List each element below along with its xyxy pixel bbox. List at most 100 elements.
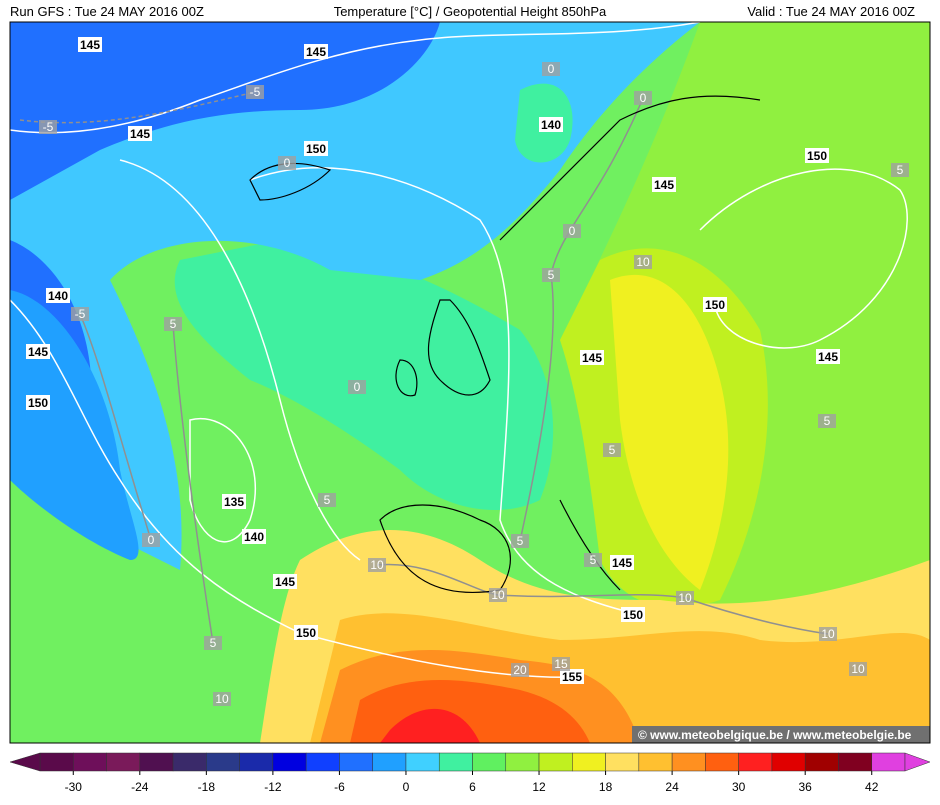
height-label: 145: [612, 556, 632, 570]
height-label: 150: [623, 608, 643, 622]
contour-line: [699, 168, 908, 349]
temperature-label: -5: [43, 120, 54, 134]
temperature-label: 10: [851, 662, 865, 676]
temperature-label: 10: [636, 255, 650, 269]
temperature-label: 5: [324, 493, 331, 507]
temperature-label-box: [552, 657, 570, 671]
colorbar-swatch: [705, 752, 739, 772]
map-title: Temperature [°C] / Geopotential Height 8…: [334, 4, 607, 19]
temperature-label: 15: [554, 657, 568, 671]
temperature-label-box: [71, 307, 89, 321]
colorbar-swatch: [139, 752, 174, 772]
colorbar-tick-label: -24: [131, 780, 149, 794]
temperature-label: 0: [548, 62, 555, 76]
height-label-box: [242, 529, 266, 544]
colorbar-swatch: [838, 752, 872, 772]
temperature-label: 5: [590, 553, 597, 567]
colorbar-swatch: [538, 752, 573, 772]
height-label-box: [26, 344, 50, 359]
height-label-box: [560, 669, 584, 684]
temperature-label-box: [818, 414, 836, 428]
coastlines: [249, 95, 761, 594]
colorbar-tick-label: 18: [599, 780, 613, 794]
temperature-label-box: [368, 558, 386, 572]
height-label: 145: [28, 345, 48, 359]
temperature-label: 10: [821, 627, 835, 641]
contour-line: [119, 159, 361, 561]
colorbar-swatch: [106, 752, 141, 772]
colorbar-swatch: [39, 752, 74, 772]
height-label-box: [621, 607, 645, 622]
colorbar-tick-label: 42: [865, 780, 879, 794]
temperature-label-box: [542, 62, 560, 76]
height-label: 145: [654, 178, 674, 192]
temperature-label-box: [164, 317, 182, 331]
field-blue: [10, 22, 440, 200]
colorbar-swatch: [871, 752, 906, 772]
height-label: 150: [28, 396, 48, 410]
temperature-label: -5: [250, 85, 261, 99]
temperature-label-box: [39, 120, 57, 134]
colorbar-swatch: [405, 752, 440, 772]
temperature-label-box: [511, 534, 529, 548]
colorbar-tick-label: 36: [799, 780, 813, 794]
height-label-box: [805, 148, 829, 163]
height-label-box: [304, 141, 328, 156]
height-label-box: [78, 37, 102, 52]
colorbar-swatch: [272, 752, 307, 772]
colorbar: -30 -24 -18 -12 -6 0 6 12 18 24 30 36 42: [9, 752, 931, 794]
contour-line: [172, 323, 214, 644]
contour-line: [79, 313, 152, 541]
height-label: 145: [80, 38, 100, 52]
temperature-label-box: [634, 255, 652, 269]
colorbar-tick-label: 12: [532, 780, 546, 794]
temperature-label-box: [142, 533, 160, 547]
colorbar-swatch: [372, 752, 407, 772]
temperature-label-box: [278, 156, 296, 170]
height-label: 150: [807, 149, 827, 163]
temperature-label: 0: [284, 156, 291, 170]
coast-norway: [499, 95, 761, 241]
field-yellow: [610, 274, 729, 590]
height-label-box: [816, 349, 840, 364]
colorbar-swatch: [671, 752, 706, 772]
temperature-label: 5: [210, 636, 217, 650]
temperature-label: 20: [513, 663, 527, 677]
temperature-label-box: [849, 662, 867, 676]
temperature-label-box: [511, 663, 529, 677]
temperature-label: 10: [370, 558, 384, 572]
temperature-label: 5: [824, 414, 831, 428]
coast-iberia: [379, 504, 511, 594]
temperature-label-box: [542, 268, 560, 282]
field-red: [380, 708, 480, 743]
height-contours: [10, 22, 908, 679]
height-label-box: [26, 395, 50, 410]
temperature-label-box: [634, 91, 652, 105]
height-label: 150: [306, 142, 326, 156]
height-label: 140: [48, 289, 68, 303]
height-label: 145: [582, 351, 602, 365]
temperature-label: 10: [215, 692, 229, 706]
height-label-box: [610, 555, 634, 570]
height-label: 145: [306, 45, 326, 59]
colorbar-tick-label: 0: [403, 780, 410, 794]
height-label-box: [304, 44, 328, 59]
contour-line: [10, 299, 581, 679]
temperature-label: 5: [897, 163, 904, 177]
colorbar-swatch: [305, 752, 340, 772]
temperature-label-box: [213, 692, 231, 706]
contour-line: [10, 22, 701, 134]
temperature-label: 10: [678, 591, 692, 605]
colorbar-swatch: [605, 752, 640, 772]
height-label: 145: [130, 127, 150, 141]
coast-britain: [427, 299, 491, 396]
contour-line: [189, 417, 256, 543]
contour-line: [249, 167, 641, 616]
height-label: 145: [275, 575, 295, 589]
temperature-label-box: [603, 443, 621, 457]
temperature-label-box: [676, 591, 694, 605]
height-label-box: [273, 574, 297, 589]
watermark-bg: [632, 726, 930, 743]
